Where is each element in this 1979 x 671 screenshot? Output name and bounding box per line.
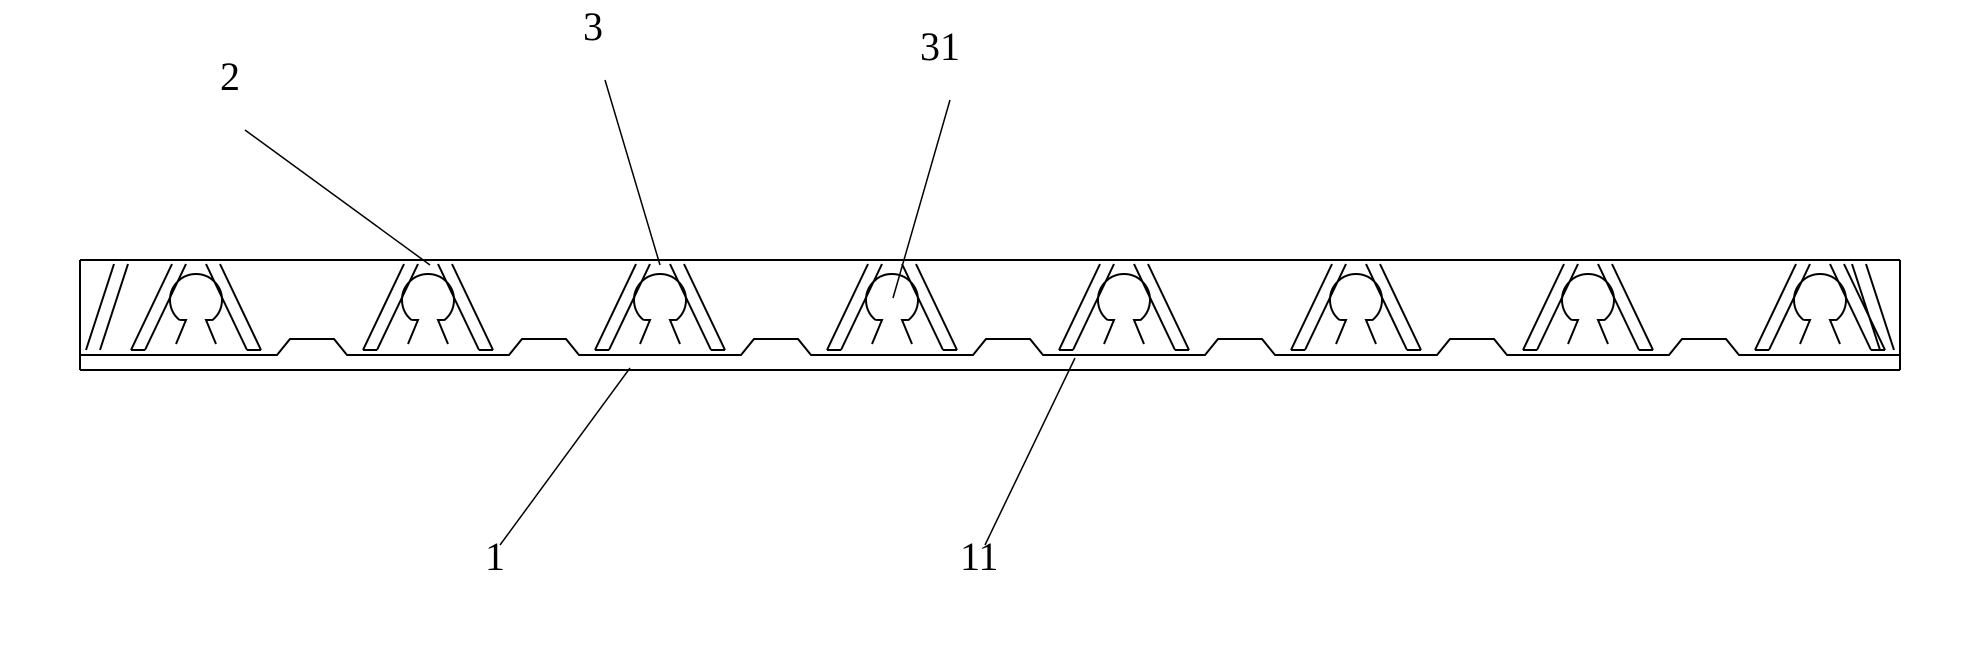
bulb xyxy=(634,274,686,344)
callout-label-3: 3 xyxy=(583,4,603,49)
bulb xyxy=(1562,274,1614,344)
bulb xyxy=(866,274,918,344)
bulb xyxy=(1330,274,1382,344)
callout-line-31 xyxy=(893,100,950,298)
module xyxy=(1523,264,1653,350)
module xyxy=(827,264,957,350)
edge-diag-left-1 xyxy=(86,264,114,350)
module xyxy=(363,264,493,350)
callout-label-11: 11 xyxy=(960,534,999,579)
callout-line-2 xyxy=(245,130,430,265)
callout-line-11 xyxy=(985,358,1075,545)
bulb xyxy=(1794,274,1846,344)
callout-label-31: 31 xyxy=(920,24,960,69)
edge-diag-right-2 xyxy=(1852,264,1880,350)
bulb xyxy=(1098,274,1150,344)
edge-diag-right-1 xyxy=(1866,264,1894,350)
bulb xyxy=(402,274,454,344)
base-top-profile xyxy=(80,339,1900,355)
module xyxy=(1291,264,1421,350)
callout-label-2: 2 xyxy=(220,54,240,99)
callout-line-1 xyxy=(500,368,630,545)
module xyxy=(131,264,261,350)
callout-label-1: 1 xyxy=(485,534,505,579)
edge-diag-left-2 xyxy=(100,264,128,350)
module xyxy=(595,264,725,350)
callout-line-3 xyxy=(605,80,660,265)
module xyxy=(1059,264,1189,350)
bulb xyxy=(170,274,222,344)
